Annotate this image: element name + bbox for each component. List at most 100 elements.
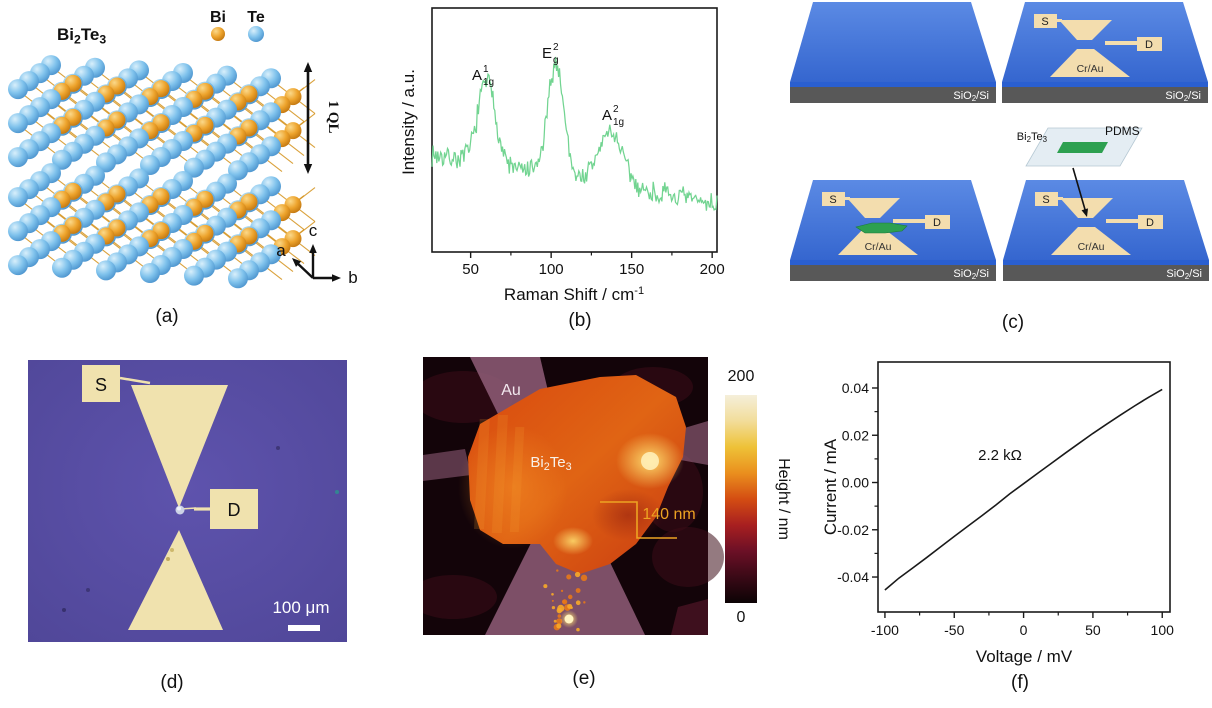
- peak-label-sup: 2: [613, 104, 619, 115]
- electrode-material-label: Cr/Au: [865, 241, 892, 253]
- arrow-head: [309, 244, 317, 253]
- x-axis-label: Voltage / mV: [976, 647, 1073, 666]
- arrow-head: [1081, 208, 1089, 217]
- source-label: S: [95, 375, 107, 395]
- arrow-head: [303, 164, 313, 174]
- legend-bi-label: Bi: [210, 9, 226, 26]
- panel-d-label: (d): [160, 672, 184, 693]
- x-tick-label: 150: [619, 261, 644, 278]
- axis-c-label: c: [309, 221, 318, 240]
- height-colorbar: [725, 395, 757, 603]
- dust-speck: [62, 608, 66, 612]
- y-tick-label: -0.02: [837, 522, 869, 538]
- y-tick-label: 0.04: [842, 380, 869, 396]
- x-axis-label: Raman Shift / cm-1: [504, 285, 644, 304]
- peak-label-sup: 2: [553, 42, 559, 53]
- transferred-flake: [855, 222, 908, 234]
- resistance-annotation: 2.2 kΩ: [978, 447, 1022, 464]
- peak-label: A: [602, 107, 612, 124]
- panel-b-label: (b): [568, 310, 592, 331]
- bottom-electrode: [1050, 49, 1130, 77]
- x-tick-label: -50: [944, 622, 964, 638]
- y-axis-label: Intensity / a.u.: [399, 69, 418, 175]
- drain-pad: [1137, 37, 1162, 51]
- pdms-label: PDMS: [1105, 124, 1140, 138]
- source-wire: [119, 376, 151, 385]
- step-height-bracket: [600, 501, 677, 539]
- x-tick-label: 50: [1085, 622, 1101, 638]
- legend-bi-sphere: [211, 27, 225, 41]
- panel-c-label: (c): [1001, 312, 1025, 333]
- panel-f-label: (f): [1011, 672, 1029, 693]
- drain-pad: [210, 489, 258, 529]
- substrate-label: SiO2/Si: [953, 268, 989, 281]
- afm-image: Au Bi2Te3 140 nm: [423, 357, 724, 635]
- scale-bar-label: 100 μm: [272, 598, 329, 617]
- source-pad: [1034, 14, 1057, 28]
- panel-a-label: (a): [155, 306, 179, 327]
- au-label: Au: [501, 382, 521, 399]
- scale-bar: [288, 625, 320, 631]
- ql-label: 1 QL: [325, 101, 341, 134]
- dust-speck: [170, 548, 174, 552]
- dust-speck: [276, 446, 280, 450]
- arrow-head: [303, 62, 313, 72]
- bottom-electrode-triangle: [128, 530, 223, 630]
- iv-curve-line: [884, 388, 1163, 591]
- electrode-material-label: Cr/Au: [1077, 63, 1104, 75]
- arrow-head: [332, 274, 341, 282]
- peak-label-sub: 1g: [613, 117, 624, 128]
- panel-c-fabrication-schematic: SiO2/Si SiO2/SiSDCr/AuSiO2/SiSDCr/AuSiO2/…: [790, 2, 1209, 281]
- drain-label: D: [228, 500, 241, 520]
- source-label: S: [1042, 194, 1049, 206]
- top-electrode-triangle: [131, 385, 228, 508]
- peak-label-sub: 1g: [483, 77, 494, 88]
- substrate-with-electrodes: SiO2/Si S D Cr/Au: [1002, 2, 1208, 103]
- electrode-material-label: Cr/Au: [1078, 241, 1105, 253]
- flake-label: Bi2Te3: [530, 454, 571, 473]
- flake-speck-highlight: [177, 506, 181, 511]
- step-height-label: 140 nm: [642, 506, 695, 523]
- x-tick-label: 0: [1020, 622, 1028, 638]
- dust-speck: [166, 557, 170, 561]
- substrate-transfer-step: SiO2/Si S D Cr/Au: [1003, 180, 1209, 281]
- substrate-label: SiO2/Si: [1166, 268, 1202, 281]
- top-electrode: [1059, 20, 1112, 40]
- x-tick-label: 100: [539, 261, 564, 278]
- panel-e-afm-image: Au Bi2Te3 140 nm 200 0 Height / nm: [423, 357, 792, 635]
- x-tick-label: -100: [871, 622, 899, 638]
- panel-a-crystal-structure: Bi2Te3 Bi Te 1 QL c b a: [8, 9, 358, 289]
- substrate-label: SiO2/Si: [953, 90, 989, 103]
- pdms-flake-label: Bi2Te3: [1017, 131, 1048, 144]
- source-pad: [822, 192, 845, 206]
- legend-te-sphere: [248, 26, 264, 42]
- peak-label: E: [542, 45, 552, 62]
- top-electrode: [1060, 198, 1113, 218]
- panel-a-title: Bi2Te3: [57, 25, 106, 46]
- y-tick-label: 0.00: [842, 475, 869, 491]
- pdms-flake: [1057, 142, 1108, 153]
- substrate-bare: SiO2/Si: [790, 2, 996, 103]
- x-tick-label: 50: [462, 261, 479, 278]
- peak-label-sup: 1: [483, 64, 489, 75]
- dust-speck: [86, 588, 90, 592]
- source-label: S: [829, 194, 836, 206]
- panel-d-optical-microscope-image: S D 100 μm: [28, 360, 347, 642]
- substrate-final-device: SiO2/Si S D Cr/Au: [790, 180, 996, 281]
- source-label: S: [1041, 16, 1048, 28]
- drain-label: D: [1146, 217, 1154, 229]
- transfer-arrow: [1072, 167, 1087, 214]
- atom-spheres: [8, 55, 302, 289]
- plot-frame: [431, 7, 718, 253]
- substrate-label: SiO2/Si: [1165, 90, 1201, 103]
- top-electrode: [847, 198, 900, 218]
- panel-f-iv-curve-chart: -100 -50 0 50 100 0.04 0.02 0.00 -0.02 -0.04 2.2 k…: [821, 361, 1174, 666]
- drain-label: D: [933, 217, 941, 229]
- arrow-head: [292, 258, 302, 267]
- colorbar-min-label: 0: [737, 609, 746, 626]
- drain-pad: [925, 215, 950, 229]
- plot-frame: [877, 361, 1171, 613]
- bottom-electrode: [1051, 227, 1131, 255]
- x-tick-label: 200: [700, 261, 725, 278]
